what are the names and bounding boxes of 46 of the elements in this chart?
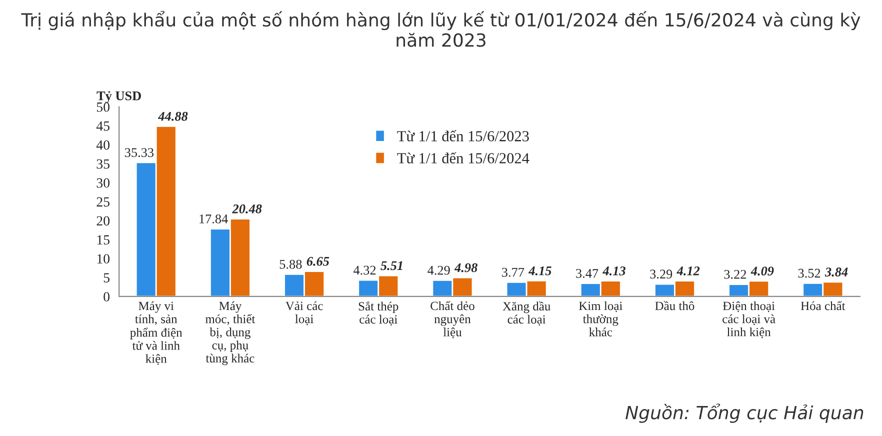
data-label: 4.29 bbox=[428, 266, 450, 275]
data-label: 3.52 bbox=[798, 268, 820, 278]
data-label: 6.65 bbox=[306, 256, 330, 266]
y-tick-label: 50 bbox=[96, 102, 110, 112]
data-label: 5.88 bbox=[280, 260, 302, 269]
data-label: 3.22 bbox=[724, 270, 746, 279]
y-tick-label: 30 bbox=[96, 178, 110, 188]
x-tick-label: Dầu thô bbox=[655, 300, 694, 310]
data-label: 4.09 bbox=[750, 266, 774, 276]
x-tick-label: Điện thoại các loại và linh kiện bbox=[722, 301, 776, 338]
y-tick-label: 35 bbox=[96, 159, 110, 169]
x-tick-label: Máy vi tính, sản phẩm điện tử và linh kiện bbox=[130, 301, 182, 365]
data-label: 20.48 bbox=[232, 204, 262, 214]
data-label: 35.33 bbox=[124, 148, 154, 158]
y-tick-label: 40 bbox=[96, 140, 110, 150]
legend-label: Từ 1/1 đến 15/6/2024 bbox=[397, 152, 530, 164]
x-tick-label: Hóa chất bbox=[800, 300, 846, 310]
data-label: 4.13 bbox=[602, 266, 626, 276]
y-axis-title: Tỷ USD bbox=[96, 91, 141, 104]
y-tick-label: 0 bbox=[104, 292, 110, 302]
data-label: 4.98 bbox=[454, 263, 478, 272]
data-label: 3.29 bbox=[650, 270, 672, 279]
data-label: 3.47 bbox=[576, 268, 598, 278]
data-label: 3.77 bbox=[502, 268, 524, 277]
chart-title: Trị giá nhập khẩu của một số nhóm hàng lớn lũy kế từ 01/01/2024 đến 15/6/2024 và cùng kỳ năm 2023 bbox=[21, 10, 860, 47]
x-tick-label: Chất dẻo nguyên liệu bbox=[430, 300, 474, 338]
x-tick-label: Vải các loại bbox=[286, 301, 323, 326]
x-tick-label: Máy móc, thiết bị, dụng cụ, phụ tùng khác bbox=[205, 301, 256, 366]
data-label: 44.88 bbox=[158, 112, 188, 121]
data-label: 4.12 bbox=[676, 266, 700, 276]
y-tick-label: 20 bbox=[96, 216, 110, 226]
data-label: 3.84 bbox=[824, 268, 848, 277]
x-tick-label: Sắt thép các loại bbox=[358, 301, 398, 326]
text: Nguồn: Tổng cục Hải quan bbox=[626, 404, 864, 423]
y-tick-label: 45 bbox=[96, 121, 110, 131]
x-tick-label: Xăng dầu các loại bbox=[502, 301, 550, 326]
data-label: 4.32 bbox=[353, 266, 376, 275]
y-tick-label: 10 bbox=[97, 254, 110, 264]
data-label: 5.51 bbox=[380, 261, 402, 270]
x-tick-label: Kim loại thường khác bbox=[578, 301, 622, 336]
legend-label: Từ 1/1 đến 15/6/2023 bbox=[397, 130, 529, 142]
data-label: 17.84 bbox=[200, 214, 228, 224]
y-tick-label: 25 bbox=[96, 197, 110, 207]
y-tick-label: 15 bbox=[97, 235, 110, 245]
data-label: 4.15 bbox=[528, 266, 552, 276]
y-tick-label: 5 bbox=[104, 273, 110, 282]
